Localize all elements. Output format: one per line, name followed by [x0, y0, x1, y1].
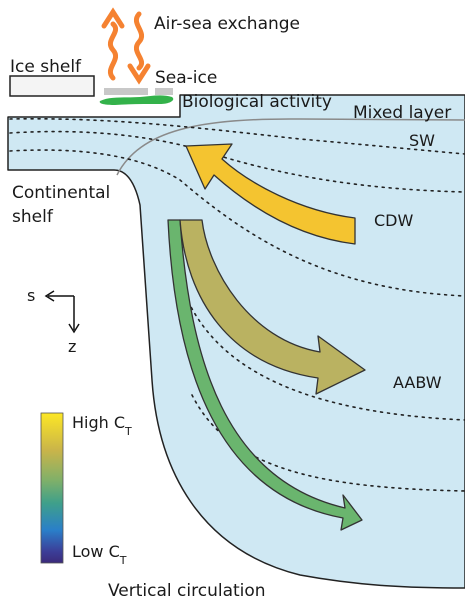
label-continental-line2: shelf — [12, 207, 54, 227]
exchange-arrow-up-head — [101, 7, 125, 29]
label-biological-activity: Biological activity — [182, 92, 332, 112]
axis-indicator: s z — [27, 286, 80, 356]
mixed-layer-boundary — [116, 118, 465, 176]
label-aabw: AABW — [393, 373, 442, 392]
colorbar: High CT Low CT — [40, 412, 132, 567]
aabw-arrow — [179, 219, 366, 395]
biological-activity-shape — [99, 95, 174, 105]
axis-label-s: s — [27, 286, 35, 305]
colorbar-high-label: High CT — [72, 413, 132, 438]
caption: Vertical circulation — [108, 581, 266, 600]
ice-shelf-block — [9, 75, 95, 97]
label-mixed-layer: Mixed layer — [353, 103, 451, 123]
isopycnal-3 — [9, 149, 465, 297]
exchange-arrow-down-icon — [133, 11, 145, 71]
isopycnal-5 — [191, 394, 465, 492]
arrow-left-icon — [44, 290, 55, 302]
arrow-down-icon — [68, 323, 80, 334]
exchange-arrow-down-head — [127, 63, 151, 85]
label-continental-line1: Continental — [12, 183, 110, 203]
label-cdw: CDW — [374, 211, 413, 230]
cdw-arrow — [185, 143, 356, 245]
air-sea-exchange-arrows — [101, 7, 151, 85]
isopycnal-1 — [9, 117, 465, 155]
label-sea-ice: Sea-ice — [155, 68, 217, 88]
sea-ice-floe-2 — [155, 88, 173, 95]
label-air-sea-exchange: Air-sea exchange — [154, 14, 300, 34]
colorbar-scale — [40, 412, 64, 564]
label-ice-shelf: Ice shelf — [10, 57, 82, 77]
exchange-arrow-up-icon — [107, 21, 119, 81]
axis-label-z: z — [68, 337, 76, 356]
isopycnal-4 — [171, 247, 465, 421]
label-sw: SW — [409, 131, 435, 150]
sea-ice-floe-1 — [104, 88, 148, 95]
deep-water-arrow — [167, 219, 363, 531]
colorbar-low-label: Low CT — [72, 542, 127, 567]
